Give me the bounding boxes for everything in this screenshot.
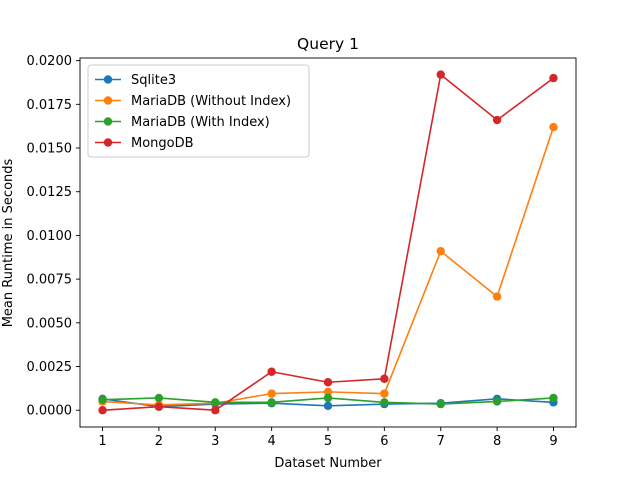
- data-point: [267, 389, 276, 398]
- legend-entry: Sqlite3: [95, 73, 176, 88]
- data-point: [549, 122, 558, 132]
- legend-label: MariaDB (Without Index): [131, 94, 291, 109]
- data-point: [380, 374, 389, 383]
- data-point: [154, 402, 164, 411]
- legend-marker: [103, 138, 113, 147]
- y-tick-label: 0.0150: [27, 142, 73, 157]
- y-tick-label: 0.0175: [27, 98, 73, 113]
- legend-label: MariaDB (With Index): [131, 115, 270, 130]
- data-point: [323, 387, 333, 397]
- data-point: [154, 393, 164, 403]
- x-tick-label: 5: [324, 434, 332, 449]
- series-3: [98, 393, 558, 409]
- x-tick-label: 4: [267, 434, 275, 449]
- legend-label: Sqlite3: [131, 73, 176, 88]
- data-point: [323, 401, 333, 411]
- data-point: [267, 398, 276, 407]
- series-4: [98, 70, 558, 415]
- legend-marker: [103, 75, 113, 84]
- data-point: [549, 393, 558, 403]
- data-point: [492, 292, 502, 301]
- y-tick-label: 0.0125: [27, 185, 73, 200]
- data-point: [98, 395, 107, 404]
- legend-label: MongoDB: [131, 136, 194, 151]
- data-point: [492, 115, 502, 125]
- y-tick-label: 0.0200: [27, 54, 73, 69]
- legend-entry: MongoDB: [95, 136, 194, 151]
- data-point: [323, 393, 333, 403]
- x-tick-label: 8: [493, 434, 501, 449]
- legend: Sqlite3 MariaDB (Without Index) MariaDB (W…: [87, 64, 310, 158]
- x-tick-label: 1: [98, 434, 106, 449]
- y-tick-label: 0.0000: [27, 404, 73, 419]
- data-point: [380, 389, 389, 398]
- data-point: [492, 397, 502, 406]
- x-axis-label: Dataset Number: [274, 456, 382, 471]
- y-tick-label: 0.0050: [27, 316, 73, 331]
- legend-box: [87, 64, 310, 158]
- legend-marker: [103, 96, 113, 105]
- x-tick-label: 7: [437, 434, 445, 449]
- data-point: [436, 70, 445, 79]
- data-point: [211, 406, 220, 415]
- y-axis-label: Mean Runtime in Seconds: [1, 158, 16, 327]
- x-tick-label: 3: [211, 434, 219, 449]
- y-tick-label: 0.0100: [27, 229, 73, 244]
- x-tick-label: 2: [155, 434, 163, 449]
- chart-title: Query 1: [297, 35, 359, 53]
- data-point: [211, 398, 220, 407]
- data-point: [549, 73, 558, 83]
- y-tick-label: 0.0025: [27, 360, 73, 375]
- data-point: [323, 378, 333, 387]
- legend-entry: MariaDB (Without Index): [95, 94, 291, 109]
- y-tick-label: 0.0075: [27, 273, 73, 288]
- data-point: [98, 406, 107, 415]
- data-point: [267, 367, 276, 376]
- data-point: [380, 398, 389, 407]
- x-tick-label: 9: [549, 434, 557, 449]
- data-point: [436, 399, 445, 409]
- legend-marker: [103, 117, 113, 126]
- data-point: [436, 246, 445, 256]
- x-tick-label: 6: [380, 434, 388, 449]
- axes: 1 2 3 4 5 6 7 8 9 0.0000 0.0025 0.0050 0.0075 0.0100 0…: [27, 54, 577, 449]
- legend-entry: MariaDB (With Index): [95, 115, 270, 130]
- plot-area: [98, 70, 558, 415]
